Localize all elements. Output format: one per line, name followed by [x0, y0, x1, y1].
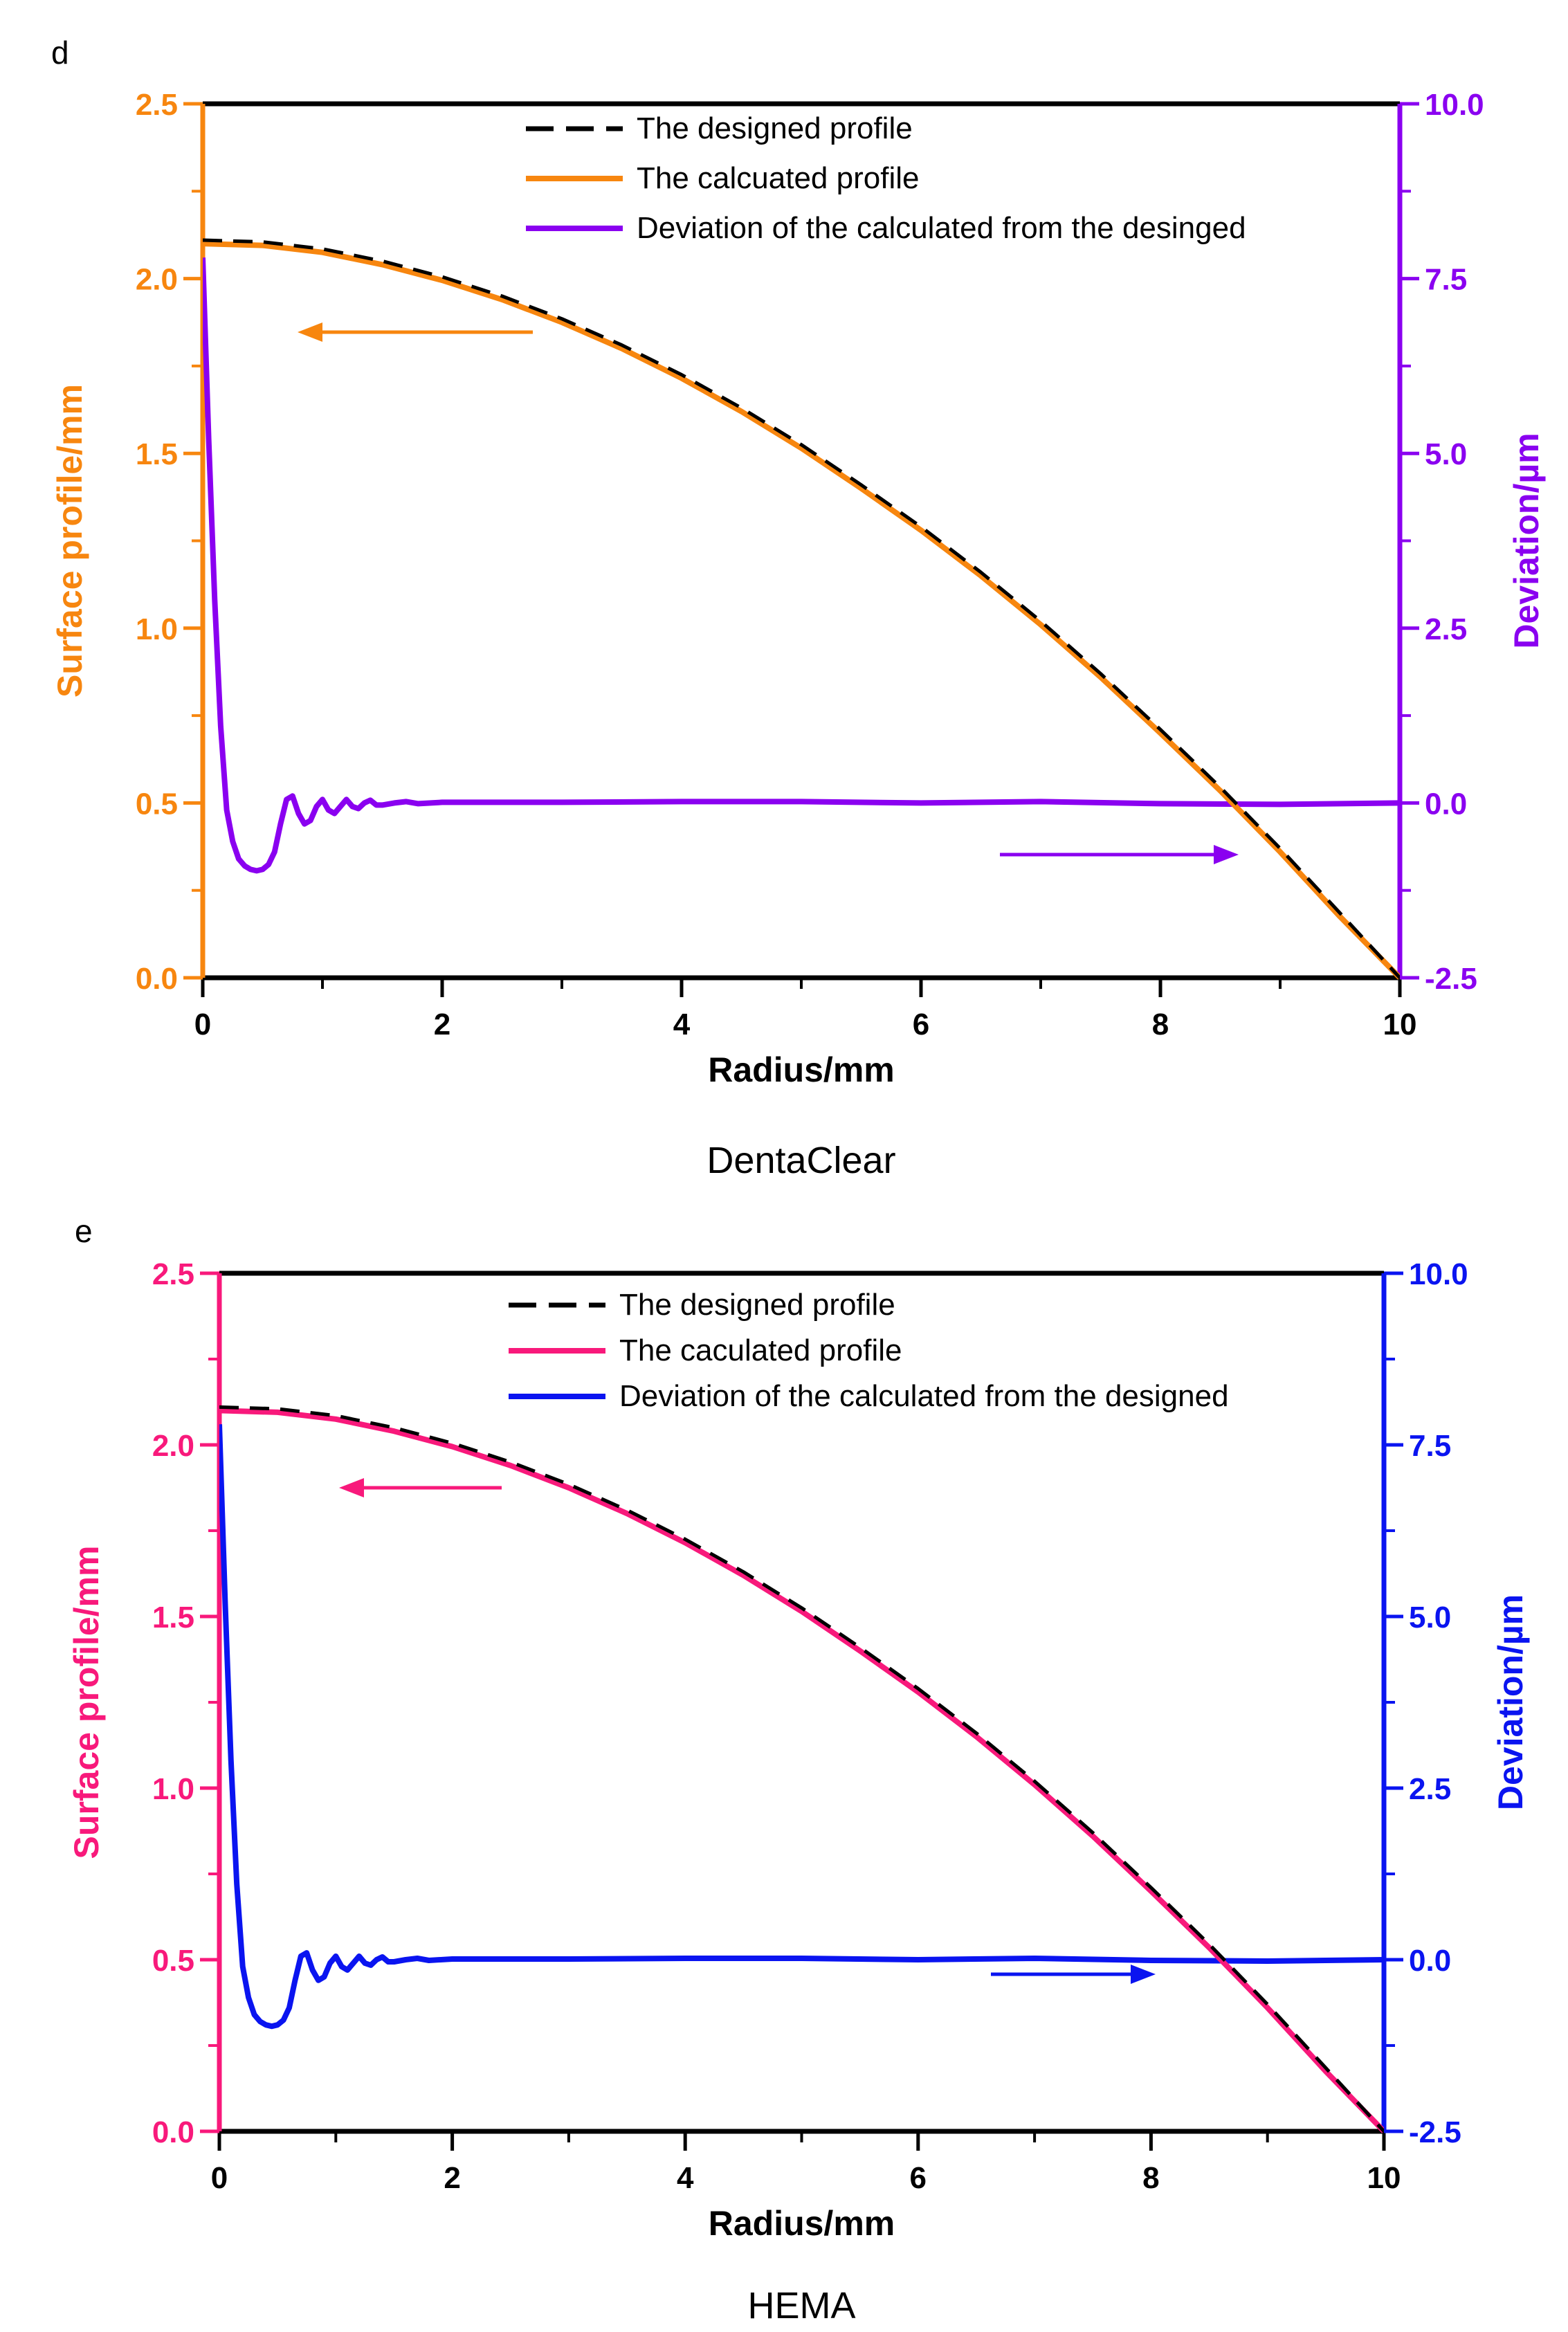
x-tick-label: 10 [1383, 1008, 1417, 1041]
x-tick-label: 6 [910, 2161, 927, 2195]
left-axis-arrowhead [298, 322, 322, 342]
legend-label: Deviation of the calculated from the des… [637, 211, 1246, 245]
y-tick-label: 0.5 [152, 1944, 194, 1978]
legend-label: The designed profile [637, 111, 913, 145]
legend-label: The calcuated profile [637, 161, 919, 195]
x-tick-label: 8 [1142, 2161, 1159, 2195]
series-calculated-profile [219, 1408, 1384, 2133]
legend-label: The designed profile [619, 1288, 895, 1322]
x-tick-label: 6 [913, 1008, 929, 1041]
x-axis-title: Radius/mm [708, 1050, 895, 1089]
x-tick-label: 0 [194, 1008, 211, 1041]
y2-tick-label: -2.5 [1425, 962, 1477, 996]
y-tick-label: 0.0 [136, 962, 178, 996]
y-tick-label: 2.5 [136, 88, 178, 122]
y2-tick-label: 0.0 [1425, 787, 1467, 821]
y-axis-title: Surface profile/mm [67, 1546, 106, 1859]
y-tick-label: 0.5 [136, 787, 178, 821]
y2-tick-label: 7.5 [1425, 263, 1467, 297]
y2-tick-label: 5.0 [1409, 1601, 1451, 1634]
y-tick-label: 0.0 [152, 2115, 194, 2149]
panel-letter: d [51, 35, 69, 71]
right-axis-arrowhead [1131, 1965, 1156, 1984]
y2-tick-label: 5.0 [1425, 437, 1467, 471]
y-axis-title: Surface profile/mm [51, 384, 89, 698]
x-tick-label: 10 [1367, 2161, 1401, 2195]
x-tick-label: 8 [1152, 1008, 1169, 1041]
y2-tick-label: 7.5 [1409, 1429, 1451, 1463]
x-tick-label: 0 [211, 2161, 228, 2195]
y-tick-label: 1.0 [152, 1772, 194, 1806]
y-tick-label: 1.5 [152, 1601, 194, 1634]
x-tick-label: 2 [434, 1008, 450, 1041]
chart-panel-d: d 0 2 4 6 8 10 0.0 0.5 1.0 1.5 2.0 2.5 -2.5 0.0 2.5 5.0 7… [51, 35, 1546, 1181]
y2-axis-title: Deviation/µm [1491, 1594, 1530, 1810]
chart-panel-e: e 0 2 4 6 8 10 0.0 0.5 1.0 1.5 2.0 2.5 -2.5 0.0 2.5 5.0 7… [67, 1213, 1530, 2326]
figure-caption: DentaClear [706, 1140, 895, 1181]
right-axis-arrowhead [1214, 845, 1239, 864]
y-tick-label: 2.0 [136, 263, 178, 297]
y-tick-label: 2.0 [152, 1429, 194, 1463]
y-tick-label: 1.5 [136, 437, 178, 471]
legend: The designed profile The calcuated profil… [526, 111, 1246, 245]
legend-label: Deviation of the calculated from the des… [619, 1379, 1229, 1413]
series-deviation [219, 1424, 1384, 2030]
panel-letter: e [75, 1213, 93, 1249]
x-tick-label: 4 [677, 2161, 694, 2195]
y-tick-label: 1.0 [136, 612, 178, 646]
x-tick-label: 2 [444, 2161, 460, 2195]
y-tick-label: 2.5 [152, 1257, 194, 1291]
x-tick-label: 4 [673, 1008, 691, 1041]
y2-tick-label: 10.0 [1425, 88, 1484, 122]
y2-tick-label: 2.5 [1425, 612, 1467, 646]
figure-caption: HEMA [747, 2285, 855, 2326]
y2-tick-label: -2.5 [1409, 2115, 1461, 2149]
legend: The designed profile The caculated profil… [509, 1288, 1229, 1413]
y2-axis-title: Deviation/µm [1507, 432, 1546, 648]
series-designed-profile [219, 1405, 1384, 2133]
x-axis-title: Radius/mm [709, 2204, 895, 2243]
series-deviation [203, 257, 1400, 874]
legend-label: The caculated profile [619, 1333, 902, 1367]
y2-tick-label: 2.5 [1409, 1772, 1451, 1806]
series-calculated-profile [203, 241, 1400, 980]
series-designed-profile [203, 238, 1400, 979]
y2-tick-label: 10.0 [1409, 1257, 1468, 1291]
left-axis-arrowhead [339, 1478, 364, 1497]
y2-tick-label: 0.0 [1409, 1944, 1451, 1978]
